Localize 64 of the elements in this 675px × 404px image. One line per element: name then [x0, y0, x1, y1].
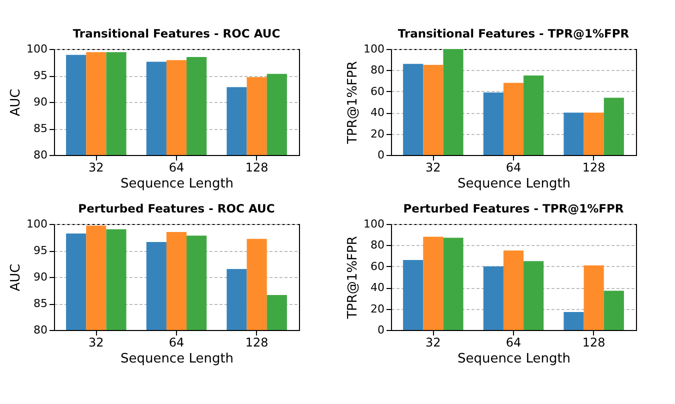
bar — [524, 76, 544, 155]
y-axis-title: AUC — [8, 264, 24, 292]
x-tick-label: 128 — [245, 336, 268, 350]
x-tick-label: 128 — [582, 160, 606, 174]
x-axis-title: Sequence Length — [457, 176, 571, 192]
x-tick-label: 64 — [506, 160, 522, 174]
y-tick-label: 60 — [370, 260, 384, 273]
x-tick-label: 32 — [426, 336, 441, 350]
bar — [564, 312, 584, 330]
y-tick-label: 85 — [34, 297, 48, 310]
x-tick-label: 32 — [88, 160, 104, 174]
x-tick-label: 32 — [88, 336, 104, 350]
chart-title: Transitional Features - ROC AUC — [72, 26, 280, 40]
bar — [503, 82, 524, 155]
x-tick-label: 64 — [506, 336, 522, 350]
y-tick-label: 100 — [26, 218, 48, 230]
y-tick-label: 100 — [26, 42, 48, 56]
y-tick-label: 85 — [34, 122, 48, 135]
y-axis-title: AUC — [8, 88, 24, 116]
bar — [503, 250, 524, 330]
y-axis-title: TPR@1%FPR — [346, 61, 361, 145]
bar — [423, 64, 444, 155]
x-axis-title: Sequence Length — [120, 176, 234, 192]
y-axis-title: TPR@1%FPR — [346, 236, 361, 320]
x-tick-label: 32 — [426, 160, 441, 174]
chart-title: Transitional Features - TPR@1%FPR — [398, 26, 630, 40]
bar — [524, 261, 544, 330]
bar — [584, 265, 604, 330]
bar — [423, 236, 444, 330]
bar — [443, 238, 464, 330]
x-axis-title: Sequence Length — [457, 352, 571, 366]
y-tick-label: 80 — [370, 64, 384, 77]
y-tick-label: 90 — [34, 96, 48, 108]
y-tick-label: 95 — [34, 244, 48, 257]
y-tick-label: 80 — [34, 148, 48, 162]
bar — [483, 92, 504, 155]
chart-title: Perturbed Features - ROC AUC — [78, 202, 275, 216]
bar — [604, 98, 624, 155]
y-tick-label: 0 — [378, 324, 384, 336]
x-tick-label: 128 — [245, 160, 268, 174]
y-tick-label: 40 — [370, 281, 384, 294]
x-tick-label: 64 — [168, 160, 184, 174]
y-tick-label: 90 — [34, 270, 48, 284]
y-tick-label: 20 — [370, 127, 384, 140]
chart-title: Perturbed Features - TPR@1%FPR — [403, 202, 624, 216]
bar — [483, 266, 504, 330]
y-tick-label: 40 — [370, 106, 384, 120]
x-tick-label: 64 — [168, 336, 184, 350]
y-tick-label: 100 — [364, 218, 384, 230]
bar — [564, 112, 584, 155]
bar — [604, 290, 624, 330]
y-tick-label: 60 — [370, 84, 384, 98]
bar — [443, 49, 464, 155]
y-tick-label: 80 — [370, 238, 384, 252]
y-tick-label: 95 — [34, 69, 48, 82]
x-axis-title: Sequence Length — [120, 352, 234, 366]
y-tick-label: 20 — [370, 302, 384, 316]
y-tick-label: 80 — [34, 324, 48, 336]
x-tick-label: 128 — [582, 336, 606, 350]
bar — [584, 112, 604, 155]
bar — [403, 64, 424, 155]
bar — [403, 260, 424, 330]
y-tick-label: 100 — [364, 42, 384, 56]
y-tick-label: 0 — [378, 148, 384, 162]
